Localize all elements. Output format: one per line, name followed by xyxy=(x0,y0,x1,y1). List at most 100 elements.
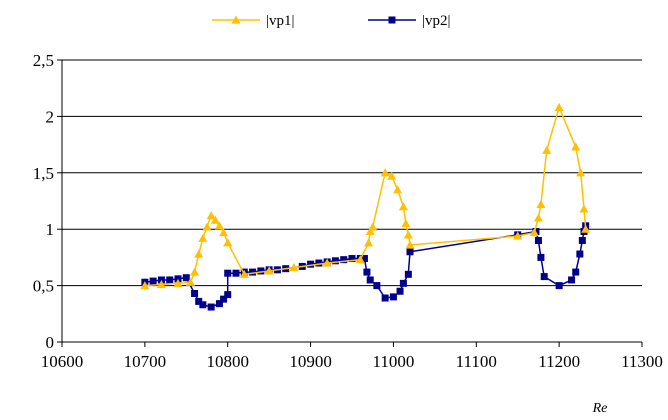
data-point xyxy=(173,278,183,287)
data-point xyxy=(232,269,240,277)
data-point xyxy=(534,236,542,244)
data-point xyxy=(540,273,548,281)
data-point xyxy=(224,269,232,277)
data-point xyxy=(166,276,174,284)
x-tick-label: 11100 xyxy=(456,352,497,371)
x-tick-label: 10600 xyxy=(41,352,84,371)
data-point xyxy=(219,228,229,237)
data-point xyxy=(360,255,368,263)
legend: |vp1| |vp2| xyxy=(212,13,451,29)
data-point xyxy=(315,259,323,267)
data-point xyxy=(396,287,404,295)
data-point xyxy=(198,233,208,242)
data-point xyxy=(215,300,223,308)
data-point xyxy=(537,253,545,261)
data-point xyxy=(389,293,397,301)
y-tick-label: 2,5 xyxy=(33,51,54,70)
data-point xyxy=(529,228,539,237)
data-point xyxy=(399,279,407,287)
data-point xyxy=(331,257,339,265)
data-point xyxy=(348,255,356,263)
data-point xyxy=(387,171,397,180)
data-point xyxy=(388,16,396,24)
data-point xyxy=(403,230,413,239)
data-point xyxy=(581,224,591,233)
data-point xyxy=(393,185,403,194)
data-point xyxy=(210,215,220,224)
x-tick-label: 11300 xyxy=(621,352,663,371)
data-point xyxy=(513,231,523,240)
data-point xyxy=(578,236,586,244)
data-point xyxy=(572,268,580,276)
data-point xyxy=(373,282,381,290)
data-point xyxy=(307,260,315,268)
data-point xyxy=(220,295,228,303)
data-point xyxy=(381,294,389,302)
data-point xyxy=(174,275,182,283)
data-point xyxy=(579,204,589,213)
series-layer xyxy=(140,102,591,311)
data-point xyxy=(542,145,552,154)
data-point xyxy=(406,248,414,256)
data-point xyxy=(404,270,412,278)
data-point xyxy=(571,142,581,151)
x-tick-label: 10900 xyxy=(289,352,332,371)
legend-label: |vp1| xyxy=(266,13,295,29)
data-point xyxy=(223,238,233,247)
data-point xyxy=(239,269,249,278)
data-point xyxy=(157,276,165,284)
data-point xyxy=(206,211,216,220)
legend-item-1: |vp1| xyxy=(212,13,295,29)
data-point xyxy=(380,168,390,177)
data-point xyxy=(224,291,232,299)
data-point xyxy=(355,255,365,264)
data-point xyxy=(257,267,265,275)
data-point xyxy=(536,199,546,208)
data-point xyxy=(214,221,224,230)
data-point xyxy=(185,277,195,286)
y-tick-label: 1 xyxy=(46,220,55,239)
data-point xyxy=(365,226,375,236)
x-axis-title: Re xyxy=(592,401,608,416)
data-point xyxy=(576,250,584,258)
data-point xyxy=(364,238,374,247)
data-point xyxy=(207,303,215,311)
data-point xyxy=(322,258,332,267)
data-point xyxy=(363,268,371,276)
y-tick-label: 0,5 xyxy=(33,277,54,296)
data-point xyxy=(340,256,348,264)
x-tick-label: 10700 xyxy=(124,352,167,371)
x-tick-label: 11000 xyxy=(372,352,414,371)
data-point xyxy=(191,289,199,297)
data-point xyxy=(405,240,415,249)
data-point xyxy=(202,222,212,231)
data-point xyxy=(182,274,190,282)
data-point xyxy=(140,281,150,290)
y-tick-label: 0 xyxy=(46,333,55,352)
data-point xyxy=(554,102,564,111)
data-point xyxy=(231,15,241,24)
legend-label: |vp2| xyxy=(422,13,451,29)
y-tick-label: 2 xyxy=(46,107,55,126)
data-point xyxy=(368,222,378,231)
data-point xyxy=(149,277,157,285)
grid-lines xyxy=(62,59,642,287)
x-tick-label: 11200 xyxy=(538,352,580,371)
data-point xyxy=(398,202,408,211)
data-point xyxy=(190,267,200,276)
tick-labels: 0 0,5 1 1,5 2 2,5 10600 10700 10800 10900 11000 111… xyxy=(33,51,663,371)
data-point xyxy=(264,266,274,275)
legend-item-2: |vp2| xyxy=(368,13,451,29)
data-point xyxy=(249,268,257,276)
data-point xyxy=(568,276,576,284)
x-tick-label: 10800 xyxy=(206,352,249,371)
data-point xyxy=(156,279,166,289)
series-1 xyxy=(140,102,591,290)
axes xyxy=(57,59,643,347)
data-point xyxy=(289,263,299,272)
data-point xyxy=(533,213,543,222)
data-point xyxy=(199,301,207,309)
y-tick-label: 1,5 xyxy=(33,164,54,183)
data-point xyxy=(194,249,204,258)
